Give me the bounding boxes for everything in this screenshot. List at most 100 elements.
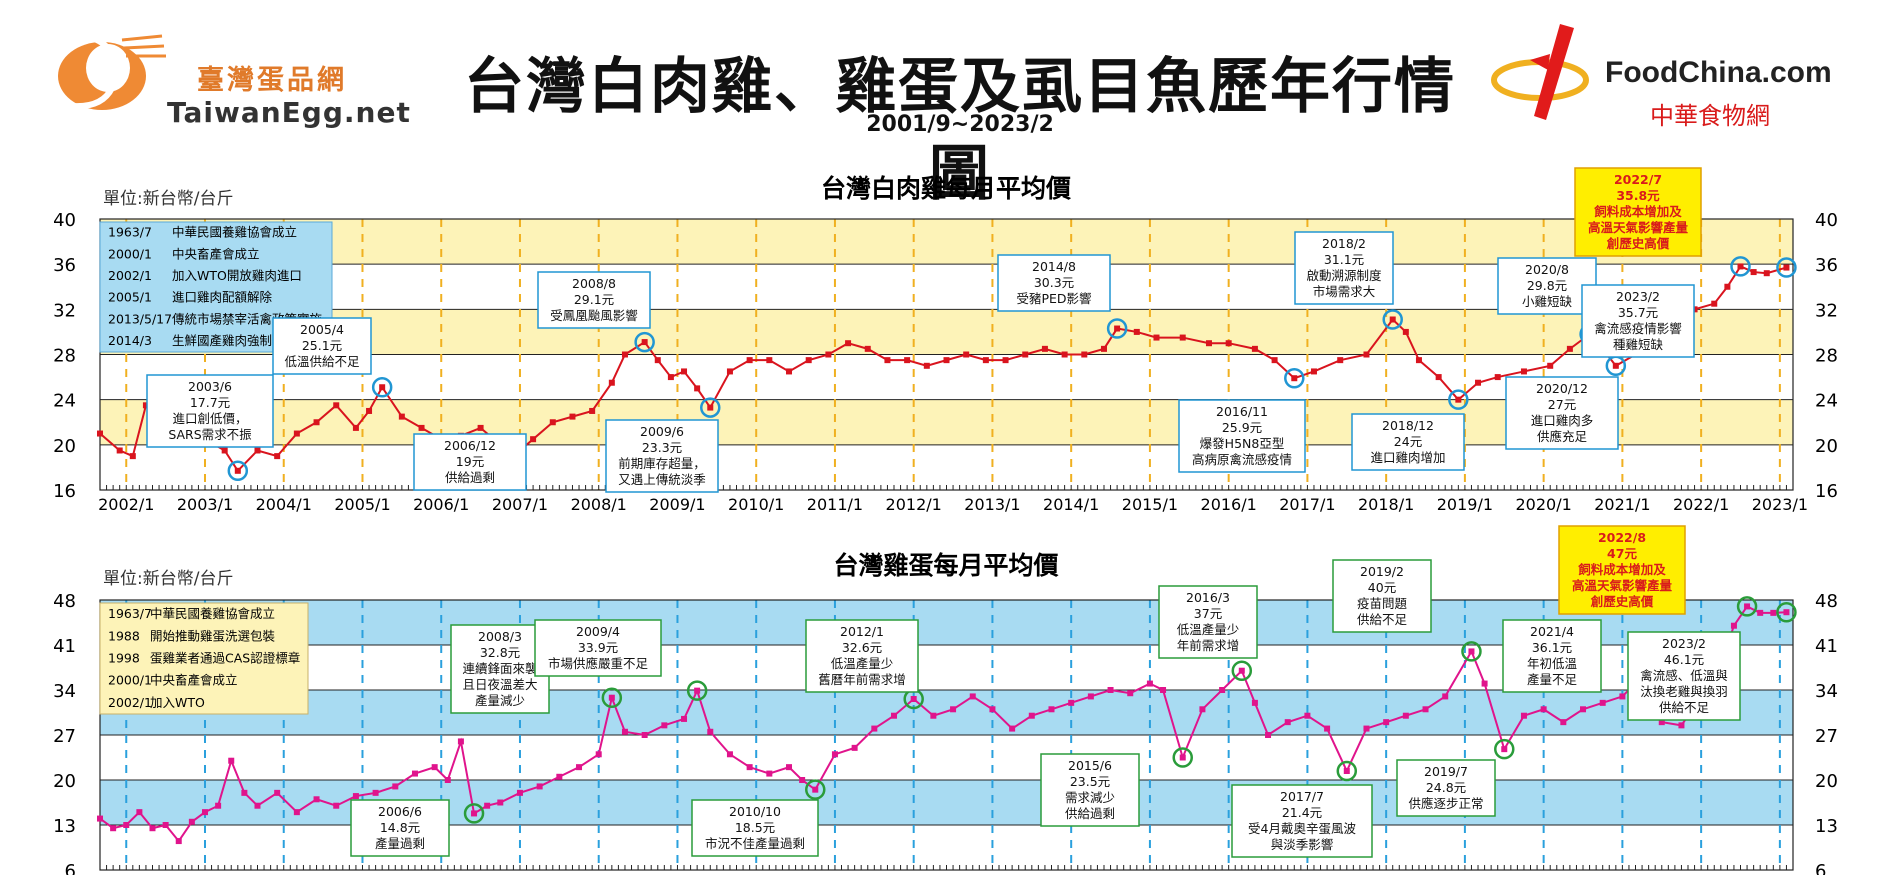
y-tick-label-left: 28 — [53, 346, 76, 367]
annotation-text: 產量過剩 — [375, 836, 425, 851]
annotation-text: 市況不佳產量過剩 — [705, 836, 805, 851]
series-point — [97, 815, 103, 822]
annotation-text: 31.1元 — [1324, 252, 1364, 267]
series-point — [746, 357, 753, 364]
series-point — [333, 402, 340, 409]
annotation-marker — [463, 803, 485, 824]
y-tick-label-left: 20 — [53, 436, 76, 457]
series-point — [1251, 699, 1258, 706]
annotation-marker — [700, 397, 721, 418]
logo-right-cn: 中華食物網 — [1650, 102, 1770, 130]
series-point — [786, 368, 793, 375]
series-point — [136, 809, 143, 816]
series-point — [149, 825, 156, 832]
series-point — [477, 424, 484, 431]
series-point — [1711, 300, 1718, 307]
series-point — [950, 706, 957, 713]
annotation-box — [1351, 413, 1465, 471]
annotation-text: 29.8元 — [1527, 278, 1567, 293]
annotation-box — [272, 317, 372, 375]
annotation-text: 連續鋒面來襲 — [462, 661, 538, 676]
series-point — [1304, 712, 1311, 719]
annotation-date: 2023/2 — [1662, 636, 1706, 651]
annotation-text: 產量不足 — [1527, 672, 1578, 687]
series-point — [1022, 351, 1029, 358]
page-title: 台灣白肉雞、雞蛋及虱目魚歷年行情圖 — [464, 52, 1456, 209]
series-point — [1612, 362, 1619, 369]
annotation-marker — [1736, 596, 1758, 617]
x-tick-label: 2014/1 — [1043, 495, 1099, 514]
annotation-text: 35.8元 — [1616, 188, 1660, 203]
annotation-marker — [1336, 760, 1358, 782]
annotation-marker — [1730, 256, 1751, 277]
x-tick-label: 2007/1 — [492, 495, 548, 514]
annotation-text: 高病原禽流感疫情 — [1192, 452, 1292, 467]
annotation-marker — [805, 779, 826, 800]
annotation-date: 2019/2 — [1360, 564, 1404, 579]
annotation-text: 47元 — [1607, 546, 1637, 561]
x-tick-label: 2022/1 — [1673, 495, 1729, 514]
annotation-text: 14.8元 — [380, 820, 420, 835]
annotation-marker — [227, 460, 249, 482]
y-tick-label-left: 20 — [53, 771, 76, 792]
annotation-text: 禽流感、低溫與 — [1640, 668, 1728, 683]
series-point — [129, 453, 136, 460]
annotation-date: 2017/7 — [1280, 789, 1324, 804]
series-point — [1219, 687, 1226, 693]
annotation-marker — [1106, 318, 1128, 339]
annotation-text: 32.6元 — [842, 640, 882, 655]
series-point — [398, 413, 405, 420]
series-point — [1238, 667, 1245, 674]
annotation-date: 2022/8 — [1598, 530, 1646, 545]
foodchina-logo-icon — [1491, 24, 1589, 120]
series-point — [110, 825, 117, 832]
logo-taiwanegg: 臺灣蛋品網 TaiwanEgg.net — [52, 28, 422, 129]
annotation-box — [1505, 376, 1619, 450]
annotation-box — [1627, 631, 1741, 721]
x-tick-label: 2019/1 — [1437, 495, 1493, 514]
series-point — [1179, 334, 1186, 341]
annotation-text: 29.1元 — [574, 292, 614, 307]
annotation-text: 啟動溯源制度 — [1306, 268, 1382, 283]
annotation-text: 爆發H5N8亞型 — [1200, 436, 1285, 451]
series-point — [162, 822, 169, 828]
series-point — [943, 357, 950, 364]
y-tick-label-right: 6 — [1815, 861, 1826, 875]
series-point — [812, 786, 819, 793]
note-text: 進口雞肉配額解除 — [172, 290, 273, 305]
annotation-text: 46.1元 — [1664, 652, 1704, 667]
annotation-text: 市場需求大 — [1313, 284, 1376, 299]
y-tick-label-right: 20 — [1815, 436, 1838, 457]
series-point — [1251, 345, 1258, 352]
series-point — [293, 430, 300, 437]
plot-frame — [99, 218, 1794, 491]
series-point — [392, 783, 399, 790]
annotation-date: 2006/12 — [444, 438, 496, 453]
note-date: 2000/1 — [108, 673, 152, 688]
note-text: 中央畜產會成立 — [150, 673, 238, 688]
series-point — [1580, 706, 1587, 713]
series-point — [1770, 609, 1777, 616]
note-text: 中華民國養雞協會成立 — [172, 225, 297, 240]
annotation-text: 24.8元 — [1426, 780, 1466, 795]
y-tick-label-right: 40 — [1815, 210, 1838, 231]
series-point — [1310, 368, 1317, 375]
series-point — [1501, 746, 1508, 753]
series-point — [1009, 725, 1016, 732]
series-point — [1481, 680, 1488, 687]
series-point — [871, 725, 878, 732]
series-point — [1048, 706, 1055, 713]
annotation-text: 汰換老雞與換羽 — [1640, 684, 1728, 699]
egg-logo-icon — [58, 34, 166, 110]
series-point — [904, 357, 911, 364]
annotation-text: 32.8元 — [480, 645, 520, 660]
annotation-box — [1178, 399, 1306, 473]
series-point — [1599, 699, 1606, 706]
y-tick-label-left: 32 — [53, 300, 76, 321]
annotation-marker — [601, 687, 623, 708]
annotation-text: 小雞短缺 — [1522, 294, 1573, 309]
annotation-text: 37元 — [1194, 606, 1222, 621]
series-point — [608, 379, 615, 386]
series-point — [1265, 732, 1272, 738]
y-tick-label-right: 20 — [1815, 771, 1838, 792]
